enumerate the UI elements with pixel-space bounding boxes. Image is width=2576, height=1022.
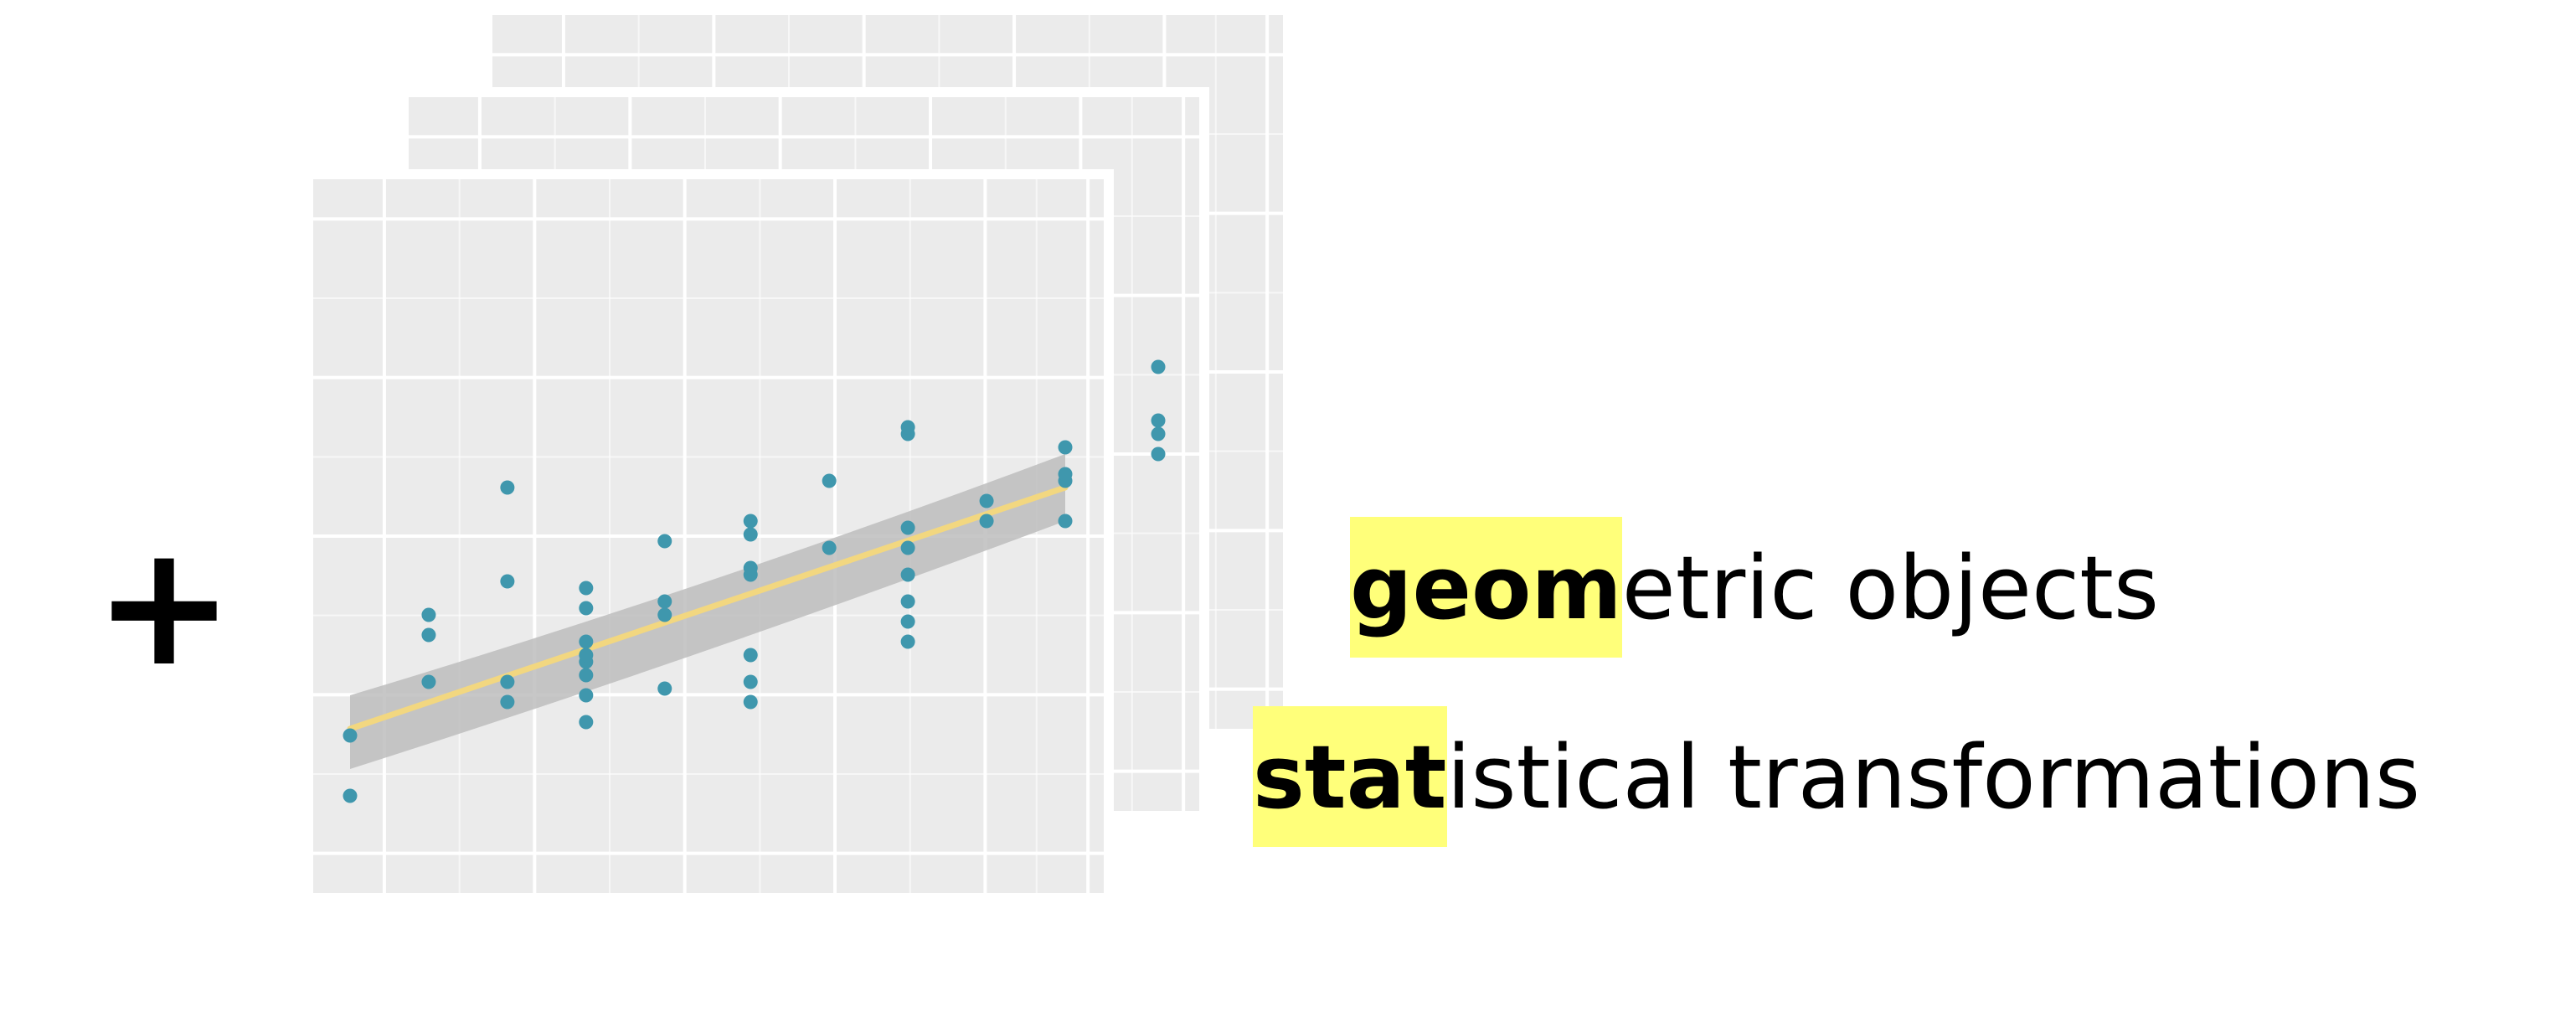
- highlight-geom: geom: [1350, 517, 1622, 658]
- confidence-band: [350, 454, 1065, 769]
- back-panel-point: [1151, 413, 1166, 428]
- data-point: [500, 694, 515, 710]
- data-point: [743, 560, 758, 576]
- data-point: [900, 614, 915, 629]
- data-point: [900, 420, 915, 435]
- back-panel-point: [1151, 359, 1166, 374]
- back-panel-point: [1151, 426, 1166, 441]
- data-point: [1058, 514, 1073, 529]
- data-point: [579, 668, 594, 683]
- data-point: [421, 674, 436, 689]
- data-point: [743, 674, 758, 689]
- data-point: [500, 574, 515, 589]
- data-point: [657, 681, 672, 696]
- caption-geom-rest: etric objects: [1621, 537, 2160, 639]
- data-point: [900, 567, 915, 582]
- points-layer: [343, 359, 1166, 803]
- data-point: [743, 694, 758, 710]
- data-point: [579, 581, 594, 596]
- data-point: [579, 601, 594, 616]
- data-point: [822, 540, 837, 555]
- caption-geometric-objects: geometric objects: [1350, 517, 2159, 658]
- confidence-band-shape: [350, 454, 1065, 769]
- data-point: [421, 627, 436, 643]
- data-point: [579, 648, 594, 663]
- caption-statistical-transformations: statistical transformations: [1253, 706, 2420, 847]
- data-point: [579, 634, 594, 649]
- data-point: [743, 527, 758, 542]
- data-point: [900, 594, 915, 609]
- caption-stat-rest: istical transformations: [1446, 726, 2421, 828]
- data-point: [900, 520, 915, 535]
- highlight-stat: stat: [1253, 706, 1447, 847]
- back-panel-point: [1151, 446, 1166, 462]
- data-point: [743, 514, 758, 529]
- data-point: [343, 728, 358, 743]
- data-point: [900, 634, 915, 649]
- data-point: [1058, 440, 1073, 455]
- smooth-line: [347, 484, 1069, 732]
- data-point: [979, 514, 994, 529]
- panel-stack: [303, 5, 1293, 903]
- data-point: [500, 674, 515, 689]
- data-point: [657, 594, 672, 609]
- data-point: [343, 788, 358, 803]
- data-point: [500, 480, 515, 495]
- plus-icon: +: [94, 508, 234, 704]
- data-point: [579, 688, 594, 703]
- data-point: [979, 493, 994, 508]
- data-point: [579, 715, 594, 730]
- data-point: [743, 648, 758, 663]
- smooth-line-layer: [347, 484, 1069, 732]
- data-point: [900, 540, 915, 555]
- data-point: [1058, 467, 1073, 482]
- data-point: [421, 607, 436, 622]
- data-point: [822, 473, 837, 488]
- data-point: [657, 534, 672, 549]
- data-point: [657, 607, 672, 622]
